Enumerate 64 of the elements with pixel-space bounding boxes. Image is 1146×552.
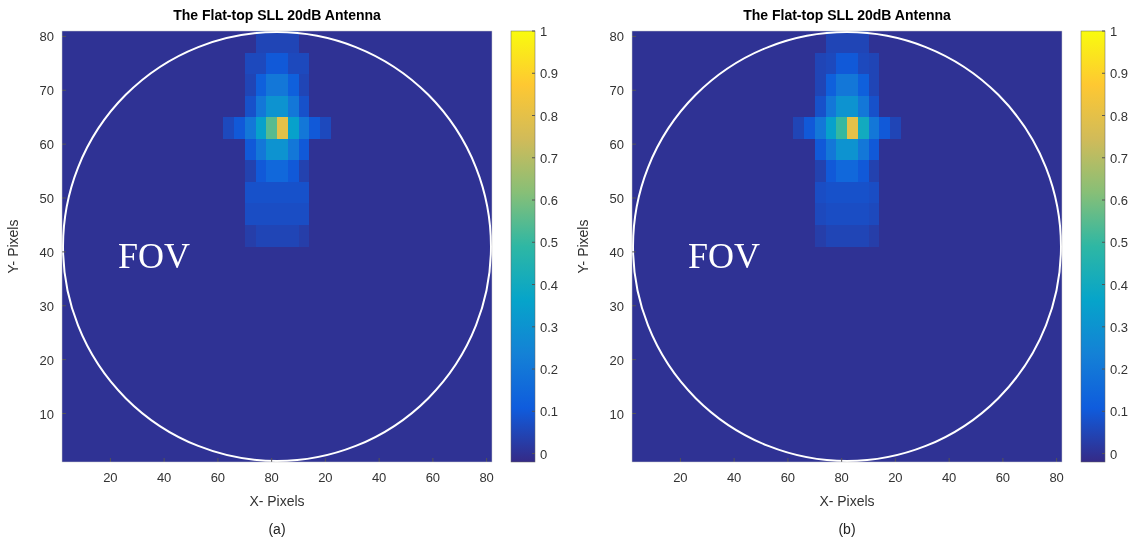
y-tick-label: 30 [609, 298, 624, 314]
color-bar-label: 0.3 [1110, 319, 1129, 335]
x-tick-label: 20 [103, 470, 118, 485]
y-tick-label: 10 [39, 406, 54, 422]
text: (b) [838, 521, 856, 537]
y-axis-title: Y- Pixels [5, 219, 21, 274]
annotation: FOV [688, 236, 761, 276]
x-tick-label: 40 [941, 470, 957, 485]
x-tick-label: 80 [264, 470, 279, 485]
color-bar-label: 0.6 [540, 193, 559, 209]
x-tick-label: 40 [371, 470, 387, 485]
color-bar-label: 0.4 [1110, 277, 1129, 293]
color-bar-label: 0 [1110, 446, 1118, 462]
x-tick-label: 20 [888, 470, 903, 485]
x-axis-title: X- Pixels [249, 493, 305, 509]
y-tick-label: 10 [609, 406, 624, 422]
color-bar-label: 0.7 [540, 150, 559, 166]
color-bar-label: 0.7 [1110, 150, 1129, 166]
y-tick-label: 20 [609, 352, 624, 368]
x-tick-label: 80 [1049, 470, 1064, 485]
y-tick-label: 70 [39, 83, 54, 99]
text: (a) [268, 521, 286, 537]
y-tick-label: 80 [39, 29, 54, 45]
color-bar-label: 0.1 [1110, 404, 1129, 420]
x-tick-label: 60 [995, 470, 1011, 485]
x-tick-label: 40 [156, 470, 172, 485]
y-tick-label: 50 [39, 191, 54, 207]
x-tick-label: 60 [425, 470, 441, 485]
chart-title: The Flat-top SLL 20dB Antenna [743, 7, 952, 23]
y-tick-label: 60 [39, 137, 54, 153]
color-bar-label: 0.2 [1110, 362, 1129, 378]
color-bar-label: 1 [1110, 24, 1118, 39]
color-bar-label: 0.8 [1110, 108, 1129, 124]
x-tick-label: 20 [318, 470, 333, 485]
color-bar-label: 0.4 [540, 277, 559, 293]
color-bar-label: 0.1 [540, 404, 559, 420]
color-bar-label: 0.3 [540, 319, 559, 335]
y-axis-title: Y- Pixels [575, 219, 591, 274]
x-tick-label: 80 [834, 470, 849, 485]
color-bar-label: 1 [540, 24, 548, 39]
y-tick-label: 60 [609, 137, 624, 153]
y-tick-label: 20 [39, 352, 54, 368]
x-tick-label: 80 [479, 470, 494, 485]
x-axis-title: X- Pixels [819, 493, 875, 509]
x-tick-label: 20 [673, 470, 688, 485]
annotation: FOV [118, 236, 191, 276]
y-tick-label: 50 [609, 191, 624, 207]
y-tick-label: 30 [39, 298, 54, 314]
x-tick-label: 60 [210, 470, 226, 485]
color-bar-label: 0.2 [540, 362, 559, 378]
y-tick-label: 40 [609, 244, 624, 260]
color-bar-label: 0.9 [1110, 66, 1129, 82]
chart-title: The Flat-top SLL 20dB Antenna [173, 7, 382, 23]
color-bar-label: 0.5 [1110, 235, 1129, 251]
y-tick-label: 80 [609, 29, 624, 45]
x-tick-label: 40 [726, 470, 742, 485]
color-bar-label: 0.6 [1110, 193, 1129, 209]
color-bar-label: 0.9 [540, 66, 559, 82]
color-bar-label: 0.8 [540, 108, 559, 124]
color-bar-label: 0 [540, 446, 548, 462]
color-bar-label: 0.5 [540, 235, 559, 251]
x-tick-label: 60 [780, 470, 796, 485]
y-tick-label: 70 [609, 83, 624, 99]
y-tick-label: 40 [39, 244, 54, 260]
